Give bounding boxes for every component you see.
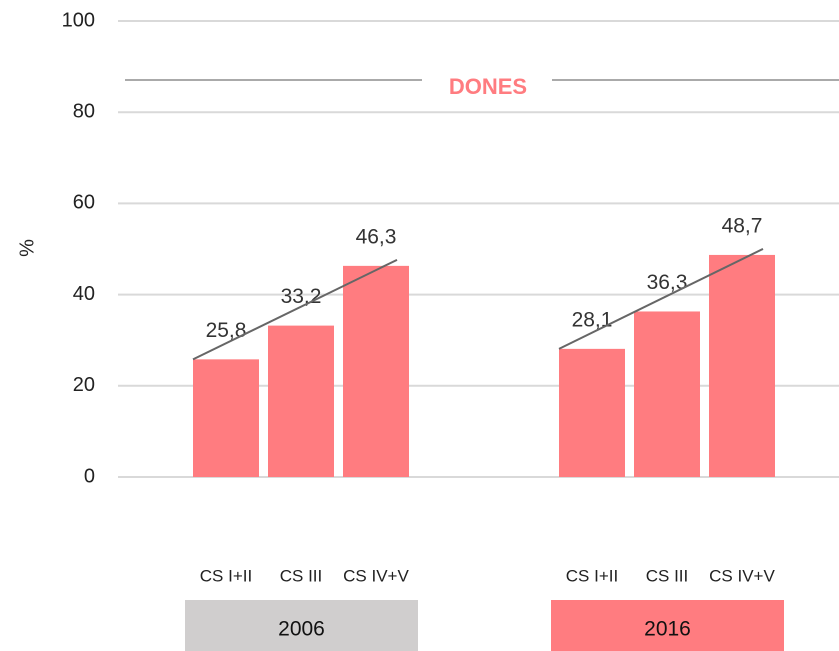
bar [709,254,775,477]
bar [634,311,700,477]
y-tick-label: 100 [62,9,95,31]
trend-line [192,258,398,361]
y-tick-label: 0 [84,465,95,487]
data-label: 36,3 [647,271,688,294]
data-label: 33,2 [281,285,322,308]
x-tick-label: CS III [646,566,689,585]
group-box [551,600,784,651]
y-tick-label: 40 [73,283,95,305]
x-tick-label: CS I+II [200,566,252,585]
y-tick-label: 80 [73,100,95,122]
data-label: 46,3 [356,225,397,248]
data-label: 48,7 [722,214,763,237]
bar [343,265,409,477]
group-label: 2016 [644,618,691,641]
group-label: 2006 [278,618,325,641]
bar [268,325,334,477]
data-label: 28,1 [572,308,613,331]
x-tick-label: CS IV+V [343,566,409,585]
trend-line [558,248,764,350]
y-tick-label: 20 [73,374,95,396]
group-box [185,600,418,651]
y-axis-label: % [16,239,38,257]
x-tick-label: CS III [280,566,323,585]
data-label: 25,8 [206,319,247,342]
y-tick-label: 60 [73,192,95,214]
title-backdrop [422,62,552,102]
bar [193,359,259,477]
x-tick-label: CS I+II [566,566,618,585]
bar [559,348,625,477]
x-tick-label: CS IV+V [709,566,775,585]
chart-title: DONES [449,74,527,99]
